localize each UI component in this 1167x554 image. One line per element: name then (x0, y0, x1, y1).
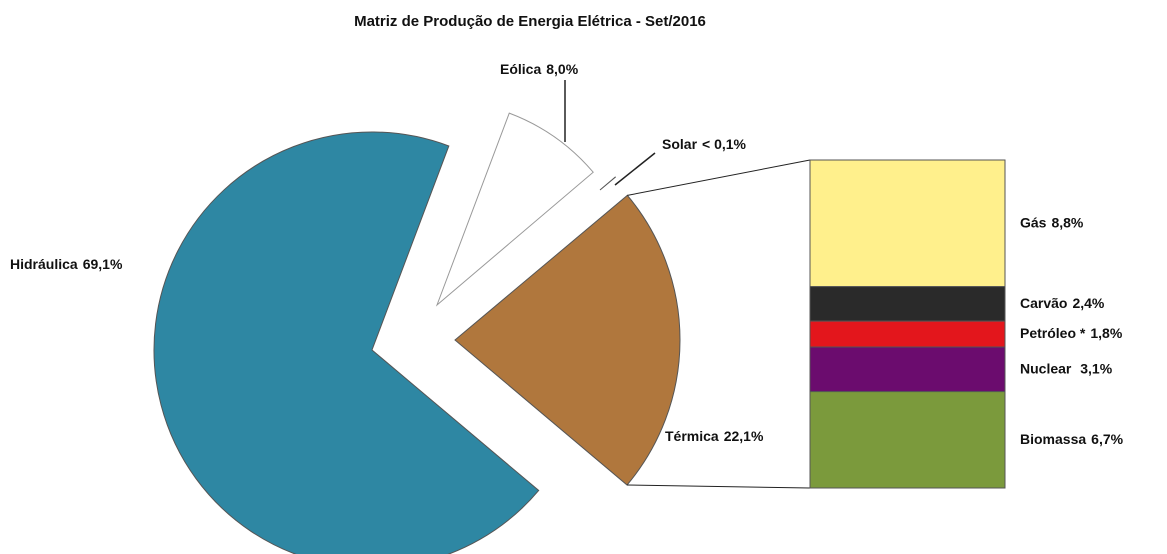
data-label: Térmica 22,1% (665, 428, 764, 444)
leader-line (614, 152, 656, 186)
connector (627, 484, 811, 489)
label-name: Solar (662, 136, 698, 152)
bar-segment (809, 391, 1006, 489)
bar-segment (809, 320, 1006, 348)
data-label: Carvão 2,4% (1020, 295, 1105, 311)
data-label: Nuclear 3,1% (1020, 360, 1113, 376)
bar-segment (809, 286, 1006, 322)
pie-slice (454, 194, 681, 486)
pie-slice (435, 112, 594, 307)
pie-slice (153, 131, 540, 554)
label-value: 22,1% (724, 428, 764, 444)
label-name: Gás (1020, 214, 1047, 230)
data-label: Biomassa 6,7% (1020, 431, 1124, 447)
label-name: Hidráulica (10, 256, 78, 272)
label-name: Nuclear (1020, 360, 1075, 376)
label-value: 69,1% (83, 256, 123, 272)
label-name: Petróleo * (1020, 325, 1086, 341)
label-value: 1,8% (1090, 325, 1122, 341)
bar-segment (809, 346, 1006, 393)
label-name: Térmica (665, 428, 719, 444)
label-value: 3,1% (1080, 360, 1112, 376)
label-value: 6,7% (1091, 431, 1123, 447)
label-value: 8,8% (1051, 214, 1083, 230)
bar-segment (809, 159, 1006, 288)
data-label: Solar < 0,1% (662, 136, 747, 152)
label-name: Eólica (500, 61, 541, 77)
data-label: Gás 8,8% (1020, 214, 1084, 230)
label-value: < 0,1% (702, 136, 747, 152)
data-label: Hidráulica 69,1% (10, 256, 123, 272)
data-label: Petróleo * 1,8% (1020, 325, 1123, 341)
label-value: 2,4% (1072, 295, 1104, 311)
chart-title: Matriz de Produção de Energia Elétrica -… (354, 13, 706, 30)
label-value: 8,0% (546, 61, 578, 77)
pie-slice (599, 176, 617, 191)
data-label: Eólica 8,0% (500, 61, 579, 77)
label-name: Carvão (1020, 295, 1067, 311)
label-name: Biomassa (1020, 431, 1086, 447)
connector (627, 159, 811, 196)
